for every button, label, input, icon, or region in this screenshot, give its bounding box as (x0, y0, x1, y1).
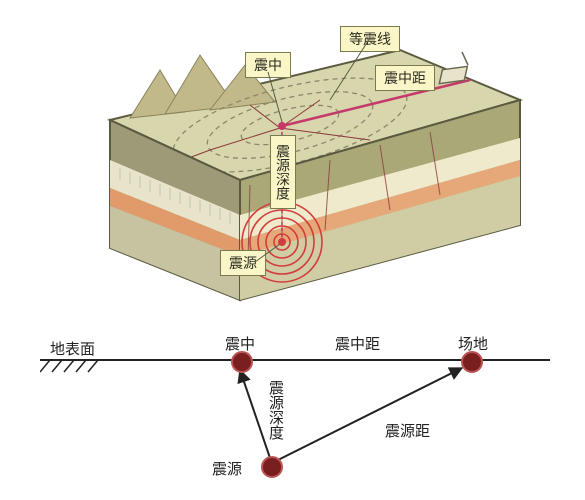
label-hypocenter-2d: 震源 (212, 458, 242, 479)
label-epi-distance-2d: 震中距 (335, 333, 380, 354)
block-3d-svg (70, 10, 530, 310)
label-epicenter-2d: 震中 (225, 333, 255, 354)
hypocenter-node (261, 456, 283, 478)
label-hypo-distance: 震源距 (385, 420, 430, 441)
label-epicenter-3d: 震中 (245, 52, 291, 78)
label-isoseismal: 等震线 (340, 26, 400, 52)
label-site: 场地 (458, 333, 488, 354)
site-node (461, 351, 483, 373)
ground-hatch (40, 360, 98, 372)
label-hypocenter-3d: 震源 (220, 250, 266, 276)
label-surface: 地表面 (50, 338, 95, 359)
label-focal-depth-3d: 震源深度 (270, 135, 296, 209)
label-focal-depth-2d: 震源深度 (265, 380, 286, 440)
earthquake-block-3d: 等震线 震中 震中距 震源深度 震源 (70, 10, 530, 310)
hypo-distance-arrow (278, 368, 462, 460)
epicenter-node (231, 351, 253, 373)
label-epi-distance-3d: 震中距 (375, 65, 435, 91)
schematic-2d: 地表面 震中 震中距 场地 震源深度 震源距 震源 (40, 330, 550, 490)
